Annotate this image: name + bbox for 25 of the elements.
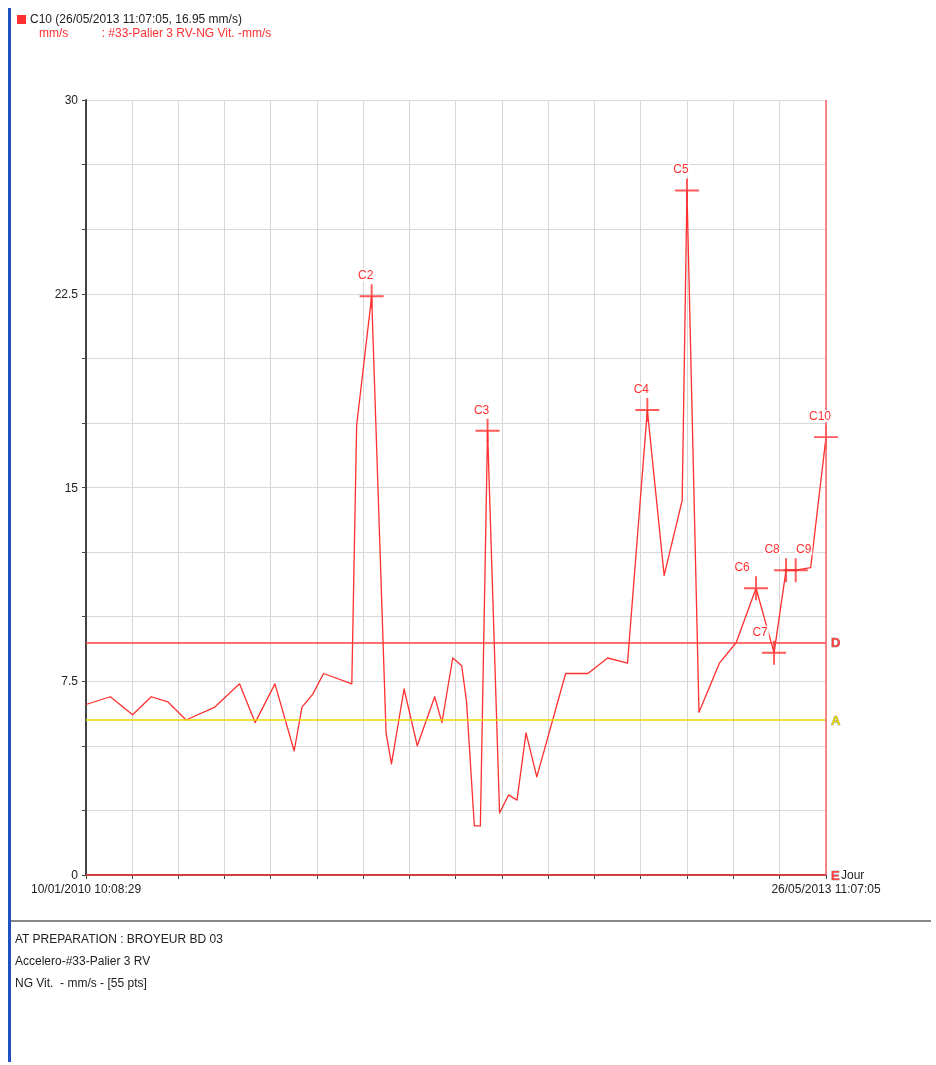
text: AT PREPARATION : BROYEUR BD 03 bbox=[15, 932, 224, 946]
x-tick-label: 10/01/2010 10:08:29 bbox=[30, 882, 142, 896]
y-tick-label: 0 bbox=[71, 868, 79, 882]
y-tick-label: 7.5 bbox=[61, 674, 79, 689]
y-tick-label: 22.5 bbox=[54, 286, 79, 301]
annotation: C5 bbox=[673, 162, 689, 177]
chart-title: C10 (26/05/2013 11:07:05, 16.95 mm/s) bbox=[30, 12, 242, 26]
annotation: C9 bbox=[796, 542, 812, 557]
annotation: C7 bbox=[752, 624, 769, 639]
annotation: C2 bbox=[357, 268, 374, 283]
ref-line-label: E bbox=[831, 867, 840, 883]
annotation: C6 bbox=[734, 560, 751, 575]
chart-subtitle: mm/s : #33-Palier 3 RV-NG Vit. -mm/s bbox=[38, 26, 273, 40]
x-tick-label: 26/05/2013 11:07:05 bbox=[771, 882, 881, 896]
text: NG Vit. - mm/s - [55 pts] bbox=[15, 976, 148, 990]
annotation: C3 bbox=[473, 402, 490, 417]
y-tick-label: 15 bbox=[64, 480, 79, 495]
annotation: C10 bbox=[808, 409, 832, 424]
text: Accelero-#33-Palier 3 RV bbox=[15, 954, 152, 968]
ref-line-label: A bbox=[831, 712, 841, 728]
x-axis-title: Jour bbox=[841, 868, 865, 882]
annotation: C4 bbox=[633, 382, 650, 396]
annotation: C8 bbox=[764, 542, 781, 557]
y-tick-label: 30 bbox=[64, 93, 79, 107]
ref-line-label: D bbox=[831, 635, 841, 650]
